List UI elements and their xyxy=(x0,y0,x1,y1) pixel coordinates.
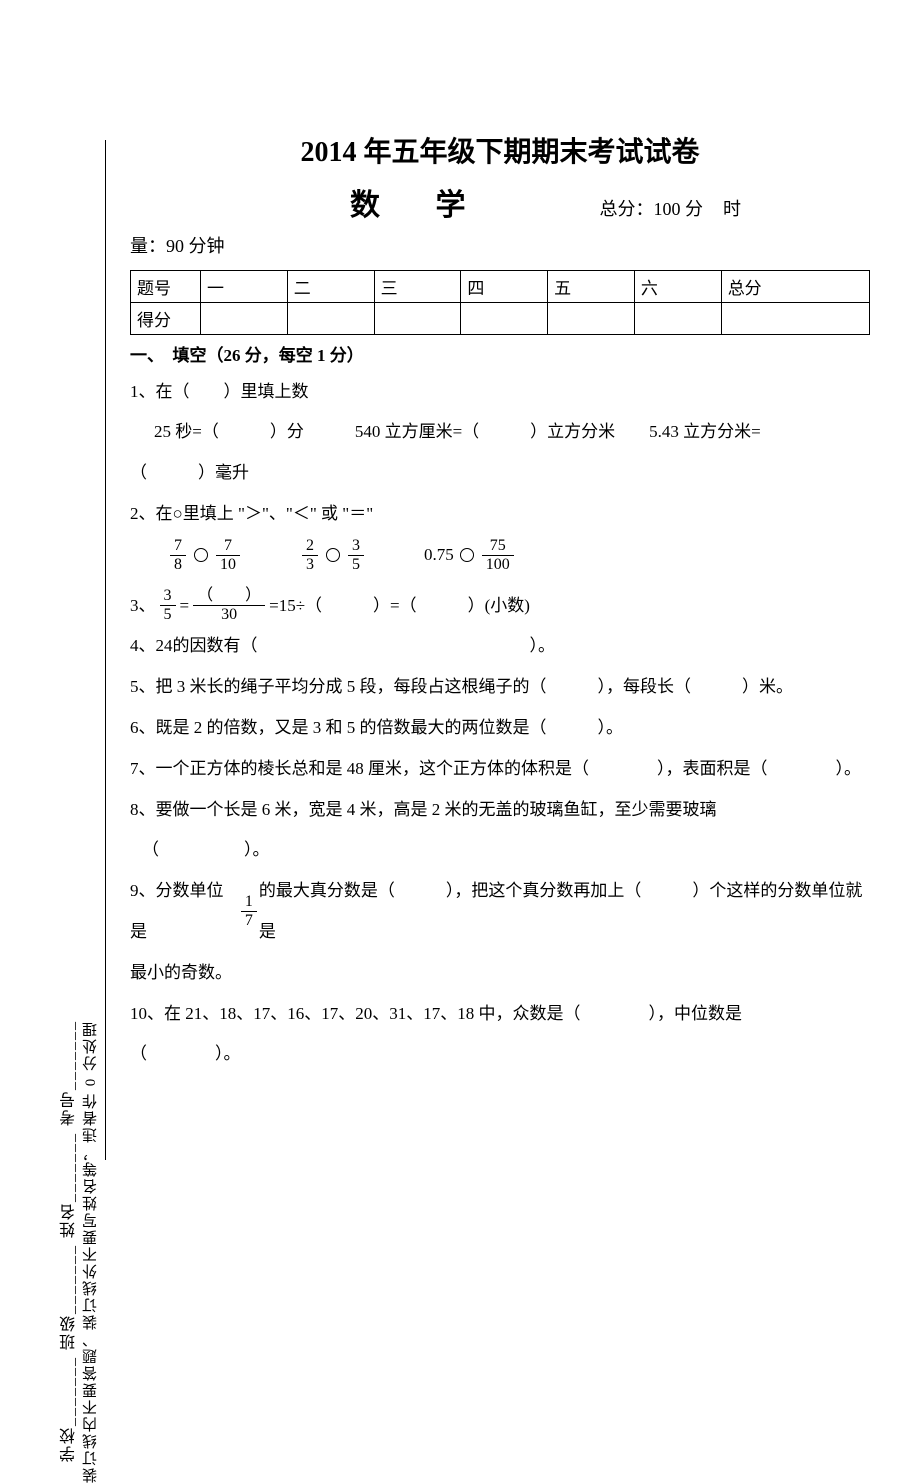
q1-parts2: （ ）毫升 xyxy=(130,453,870,494)
binding-line xyxy=(105,140,106,1160)
table-row: 得分 xyxy=(131,303,870,335)
cell xyxy=(287,303,374,335)
compare-circle xyxy=(194,548,208,562)
page-content: 2014 年五年级下期期末考试试卷 数 学 总分：100 分 时 量：90 分钟… xyxy=(130,130,870,1075)
numerator: 75 xyxy=(482,538,514,556)
cell-label: 得分 xyxy=(131,303,201,335)
numerator: 3 xyxy=(160,588,176,606)
cell: 四 xyxy=(461,271,548,303)
q8-l2: （ ）。 xyxy=(130,830,870,871)
cell: 六 xyxy=(634,271,721,303)
fraction: 23 xyxy=(302,538,318,573)
cell-label: 题号 xyxy=(131,271,201,303)
denominator: 5 xyxy=(160,606,176,623)
denominator: 8 xyxy=(170,556,186,573)
decimal-value: 0.75 xyxy=(424,535,454,576)
binding-rule: 装订线内不要答题、装订线外不要写姓名等，违者作 0 分处理 xyxy=(82,1020,100,1483)
q8-l1: 8、要做一个长是 6 米，宽是 4 米，高是 2 米的无盖的玻璃鱼缸，至少需要玻… xyxy=(130,790,870,831)
total-score: 总分：100 分 xyxy=(600,195,704,221)
subject-name: 数 学 xyxy=(350,180,490,224)
fraction: 35 xyxy=(160,588,176,623)
table-row: 题号 一 二 三 四 五 六 总分 xyxy=(131,271,870,303)
score-table: 题号 一 二 三 四 五 六 总分 得分 xyxy=(130,270,870,335)
subject-line: 数 学 总分：100 分 时 xyxy=(130,180,870,224)
cell: 一 xyxy=(201,271,288,303)
section-1-heading: 一、 填空（26 分，每空 1 分） xyxy=(130,341,870,372)
q10-l2: （ ）。 xyxy=(130,1034,870,1075)
q7: 7、一个正方体的棱长总和是 48 厘米，这个正方体的体积是（ ），表面积是（ ）… xyxy=(130,749,870,790)
fraction: 17 xyxy=(241,894,257,929)
cell xyxy=(461,303,548,335)
equals: = xyxy=(180,586,190,627)
fraction: 75100 xyxy=(482,538,514,573)
q4: 4、24的因数有（ ）。 xyxy=(130,626,870,667)
compare-circle xyxy=(460,548,474,562)
q6: 6、既是 2 的倍数，又是 3 和 5 的倍数最大的两位数是（ ）。 xyxy=(130,708,870,749)
cell: 二 xyxy=(287,271,374,303)
fraction: 78 xyxy=(170,538,186,573)
q5: 5、把 3 米长的绳子平均分成 5 段，每段占这根绳子的（ ），每段长（ ）米。 xyxy=(130,667,870,708)
fraction: 710 xyxy=(216,538,240,573)
time-label-part: 时 xyxy=(723,195,741,221)
fraction: （ ）30 xyxy=(193,588,265,623)
numerator-blank: （ ） xyxy=(193,588,265,606)
denominator: 100 xyxy=(482,556,514,573)
compare-circle xyxy=(326,548,340,562)
duration: 量：90 分钟 xyxy=(130,232,870,258)
cell: 五 xyxy=(548,271,635,303)
binding-fields: 学校_______ 班级_______ 姓名_______ 考号_______ xyxy=(60,1020,79,1462)
q9-pre: 9、分数单位是 xyxy=(130,871,239,953)
q9-post: 的最大真分数是（ ），把这个真分数再加上（ ）个这样的分数单位就是 xyxy=(259,871,870,953)
q9-l2: 最小的奇数。 xyxy=(130,953,870,994)
numerator: 7 xyxy=(170,538,186,556)
cell xyxy=(374,303,461,335)
q3-rest: =15÷（ ）=（ ）(小数) xyxy=(269,586,530,627)
q2-expr: 78 710 23 35 0.75 75100 xyxy=(130,535,870,576)
q1-stem: 1、在（ ）里填上数 xyxy=(130,372,870,413)
denominator: 10 xyxy=(216,556,240,573)
denominator: 3 xyxy=(302,556,318,573)
cell: 总分 xyxy=(721,271,869,303)
denominator: 5 xyxy=(348,556,364,573)
cell: 三 xyxy=(374,271,461,303)
numerator: 7 xyxy=(216,538,240,556)
exam-title: 2014 年五年级下期期末考试试卷 xyxy=(130,130,870,170)
denominator: 30 xyxy=(193,606,265,623)
denominator: 7 xyxy=(241,912,257,929)
numerator: 1 xyxy=(241,894,257,912)
numerator: 3 xyxy=(348,538,364,556)
cell xyxy=(721,303,869,335)
cell xyxy=(201,303,288,335)
q9-l1: 9、分数单位是 17 的最大真分数是（ ），把这个真分数再加上（ ）个这样的分数… xyxy=(130,871,870,953)
cell xyxy=(548,303,635,335)
q3-prefix: 3、 xyxy=(130,586,156,627)
q10-l1: 10、在 21、18、17、16、17、20、31、17、18 中，众数是（ ）… xyxy=(130,994,870,1035)
q2-stem: 2、在○里填上 "＞"、"＜" 或 "＝" xyxy=(130,494,870,535)
fraction: 35 xyxy=(348,538,364,573)
q3: 3、 35 = （ ）30 =15÷（ ）=（ ）(小数) xyxy=(130,586,870,627)
q1-parts: 25 秒=（ ）分 540 立方厘米=（ ）立方分米 5.43 立方分米= xyxy=(130,412,870,453)
cell xyxy=(634,303,721,335)
numerator: 2 xyxy=(302,538,318,556)
